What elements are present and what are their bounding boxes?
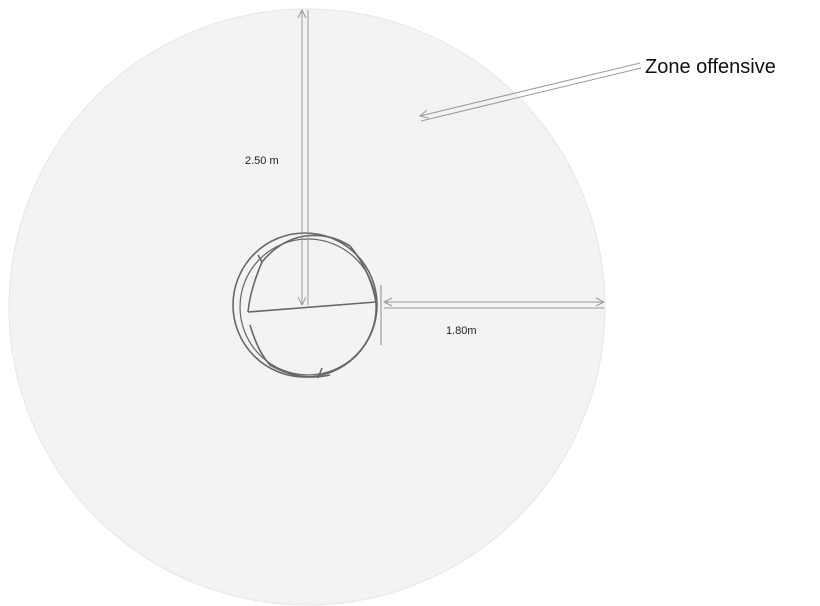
zone-label: Zone offensive — [645, 56, 776, 78]
diagram: 2.50 m 1.80m Zone offensive — [0, 0, 820, 606]
vertical-label: 2.50 m — [245, 155, 279, 167]
horizontal-label: 1.80m — [446, 325, 477, 337]
page: {"labels": {"zone": "Zone offensive", "v… — [0, 0, 820, 606]
